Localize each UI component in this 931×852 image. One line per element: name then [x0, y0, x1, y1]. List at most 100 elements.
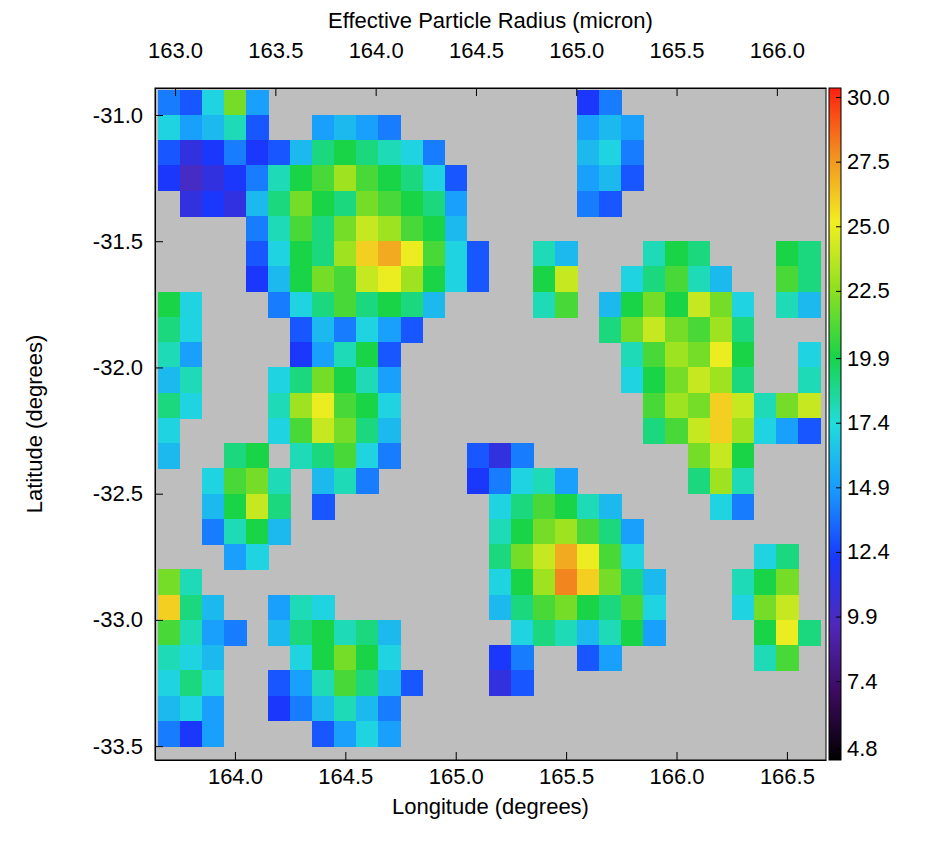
cell	[599, 620, 622, 646]
cell	[621, 519, 644, 545]
cell	[467, 443, 490, 469]
x2-axis-tick: 164.0	[349, 38, 404, 96]
cell	[180, 721, 203, 747]
x2-axis-tick-mark	[576, 88, 577, 96]
cell	[246, 140, 269, 166]
cell	[356, 645, 379, 671]
cell	[710, 494, 733, 520]
cell	[776, 544, 799, 570]
cell	[533, 292, 556, 318]
cell	[224, 620, 247, 646]
cell	[621, 595, 644, 621]
cell	[688, 443, 711, 469]
cell	[688, 266, 711, 292]
cell	[555, 519, 578, 545]
cell	[158, 620, 181, 646]
cell	[577, 140, 600, 166]
cell	[268, 140, 291, 166]
cell	[312, 317, 335, 343]
cell	[356, 115, 379, 141]
cell	[202, 140, 225, 166]
cell	[710, 292, 733, 318]
cell	[224, 115, 247, 141]
cell	[202, 519, 225, 545]
cell	[224, 90, 247, 116]
cell	[268, 519, 291, 545]
cell	[732, 443, 755, 469]
cell	[290, 595, 313, 621]
cell	[643, 367, 666, 393]
x-axis: 164.0164.5165.0165.5166.0166.5	[156, 752, 827, 789]
cell	[732, 342, 755, 368]
cell	[158, 418, 181, 444]
cell	[378, 241, 401, 267]
cell	[312, 418, 335, 444]
cell	[334, 670, 357, 696]
cell	[334, 317, 357, 343]
colorbar-axis-tick-label: 4.8	[847, 736, 878, 761]
cell	[577, 115, 600, 141]
cell	[312, 494, 335, 520]
colorbar-axis-tick-label: 17.4	[847, 410, 890, 435]
cell	[158, 670, 181, 696]
colorbar-axis-tick-label: 27.5	[847, 149, 890, 174]
cell	[710, 418, 733, 444]
cell	[378, 670, 401, 696]
cell	[577, 191, 600, 217]
cell	[180, 317, 203, 343]
y-axis-tick: -32.0	[93, 355, 163, 380]
cell	[180, 292, 203, 318]
cell	[776, 418, 799, 444]
cell	[268, 595, 291, 621]
y-axis-tick-mark	[155, 620, 163, 621]
cell	[290, 645, 313, 671]
cell	[599, 115, 622, 141]
colorbar-axis-tick-mark	[836, 748, 841, 749]
cell	[158, 443, 181, 469]
cell	[621, 317, 644, 343]
cell	[577, 519, 600, 545]
cells	[158, 90, 821, 747]
cell	[710, 468, 733, 494]
colorbar-axis-tick: 17.4	[836, 410, 890, 435]
cell	[268, 468, 291, 494]
cell	[334, 443, 357, 469]
cell	[356, 266, 379, 292]
cell	[202, 90, 225, 116]
cell	[158, 317, 181, 343]
cell	[621, 292, 644, 318]
cell	[445, 191, 468, 217]
cell	[312, 216, 335, 242]
cell	[246, 165, 269, 191]
x-axis-tick: 164.0	[208, 752, 263, 789]
cell	[511, 620, 534, 646]
colorbar-axis-tick: 7.4	[836, 669, 878, 694]
cell	[158, 115, 181, 141]
cell	[290, 317, 313, 343]
cell	[423, 241, 446, 267]
cell	[665, 292, 688, 318]
cell	[732, 367, 755, 393]
cell	[511, 443, 534, 469]
cell	[643, 292, 666, 318]
cell	[489, 544, 512, 570]
cell	[754, 393, 777, 419]
colorbar-axis-tick-mark	[836, 358, 841, 359]
x-axis-tick: 164.5	[318, 752, 373, 789]
cell	[732, 418, 755, 444]
cell	[577, 494, 600, 520]
cell	[334, 292, 357, 318]
colorbar	[829, 88, 841, 760]
cell	[665, 418, 688, 444]
cell	[710, 266, 733, 292]
cell	[511, 544, 534, 570]
cell	[555, 292, 578, 318]
cell	[202, 645, 225, 671]
cell	[378, 696, 401, 722]
cell	[334, 266, 357, 292]
x2-axis-tick-label: 164.0	[349, 38, 404, 63]
cell	[577, 569, 600, 595]
y-axis-tick-mark	[155, 115, 163, 116]
cell	[555, 544, 578, 570]
chart: 164.0164.5165.0165.5166.0166.5-31.0-31.5…	[0, 0, 931, 852]
